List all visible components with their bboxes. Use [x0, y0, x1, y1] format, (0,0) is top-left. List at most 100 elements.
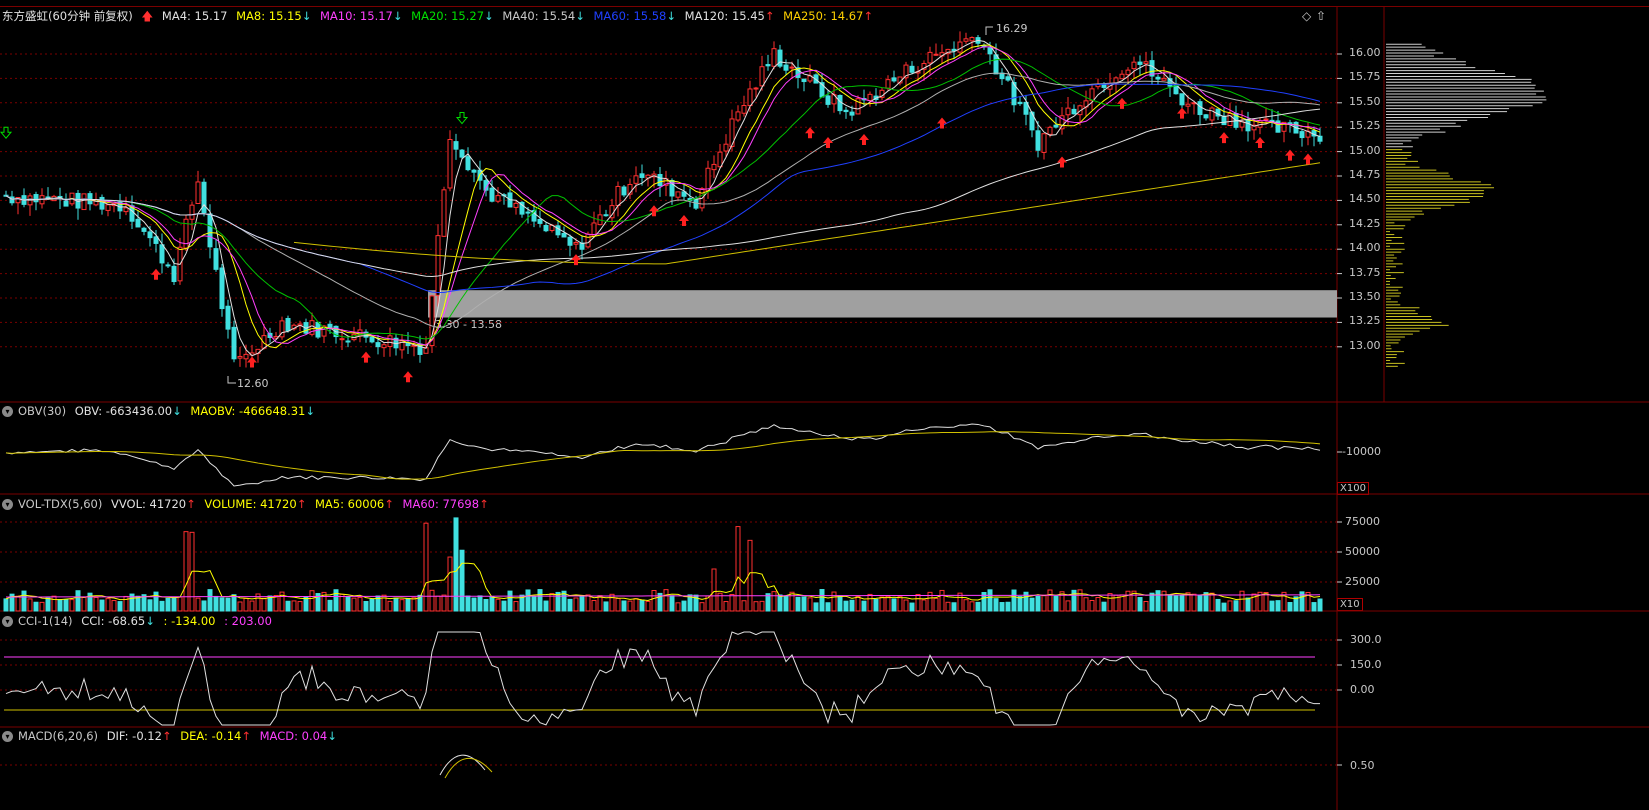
volume-bar: [1269, 600, 1275, 612]
candle-body: [753, 87, 759, 90]
volume-bar: [915, 593, 921, 612]
candle-body: [87, 193, 93, 205]
price-pane[interactable]: 东方盛虹(60分钟 前复权) 🡅 MA4: 15.17 MA8: 15.15↓ …: [0, 7, 1405, 402]
buy-arrow-icon: [937, 117, 947, 129]
candle-body: [1125, 69, 1131, 76]
volume-bar: [1251, 593, 1257, 612]
candle-body: [1245, 119, 1251, 132]
volume-bar: [1005, 601, 1011, 612]
candle-body: [957, 41, 963, 53]
candle-body: [723, 143, 729, 152]
candle-body: [909, 65, 915, 73]
candle-body: [321, 325, 327, 337]
collapse-toggle-icon[interactable]: ▾: [2, 406, 13, 417]
candle-body: [525, 211, 531, 214]
up-arrow-icon: ↑: [296, 497, 307, 511]
candle-body: [213, 248, 219, 270]
volume-bar: [897, 596, 903, 612]
candle-body: [777, 49, 783, 67]
cci-name: CCI-1(14): [18, 614, 73, 628]
period-label: (60分钟 前复权): [48, 9, 133, 23]
volume-bar: [57, 599, 63, 612]
candle-body: [543, 224, 549, 232]
candle-body: [993, 54, 999, 75]
volume-bar: [285, 600, 291, 612]
candle-body: [1287, 122, 1293, 125]
cci-axis-tick: 300.0: [1350, 633, 1382, 646]
candle-body: [207, 213, 213, 248]
collapse-toggle-icon[interactable]: ▾: [2, 731, 13, 742]
dif-line: [439, 754, 486, 776]
volume-bar: [387, 600, 393, 612]
candle-body: [519, 201, 525, 215]
volume-bar: [1017, 596, 1023, 612]
price-legend: 东方盛虹(60分钟 前复权) 🡅 MA4: 15.17 MA8: 15.15↓ …: [2, 8, 883, 24]
volume-bar: [537, 589, 543, 612]
obv-name: OBV(30): [18, 404, 67, 418]
candle-body: [741, 105, 747, 114]
candle-body: [1089, 88, 1095, 102]
collapse-toggle-icon[interactable]: ▾: [2, 499, 13, 510]
volume-bar: [819, 589, 825, 612]
candle-body: [1005, 76, 1011, 81]
ma-legend-item: MA60: 15.58: [593, 9, 667, 23]
volume-bar: [405, 597, 411, 612]
diamond-icon[interactable]: ◇: [1302, 9, 1312, 23]
candle-body: [141, 227, 147, 232]
volume-bar: [843, 600, 849, 612]
up-arrow-icon: ↑: [863, 9, 874, 23]
volume-bar: [141, 594, 147, 612]
volume-bar: [567, 598, 573, 612]
volume-bar: [1257, 591, 1263, 612]
candle-body: [747, 88, 753, 107]
volume-bar: [651, 590, 657, 612]
volume-bar: [549, 593, 555, 612]
candle-body: [441, 189, 447, 237]
candle-body: [1209, 107, 1215, 121]
volume-bar: [999, 602, 1005, 612]
volume-bar: [807, 597, 813, 612]
volume-bar: [1047, 589, 1053, 612]
volume-bar: [1299, 591, 1305, 612]
candle-body: [435, 235, 441, 296]
candle-body: [927, 51, 933, 64]
volume-bar: [777, 594, 783, 612]
volume-bar: [207, 589, 213, 612]
candle-body: [1281, 121, 1287, 132]
cci-axis-tick: 150.0: [1350, 658, 1382, 671]
collapse-toggle-icon[interactable]: ▾: [2, 616, 13, 627]
volume-bar: [237, 601, 243, 612]
volume-bar: [789, 591, 795, 612]
volume-bar: [273, 595, 279, 612]
volume-bar: [627, 600, 633, 612]
volume-bar: [891, 598, 897, 612]
candle-body: [513, 202, 519, 208]
ma-legend-item: MA4: 15.17: [161, 9, 228, 23]
macd-name: MACD(6,20,6): [18, 729, 99, 743]
candle-body: [165, 264, 171, 267]
volume-bar: [729, 593, 735, 612]
volume-bar: [459, 549, 465, 612]
candle-body: [675, 191, 681, 198]
price-axis-tick: 14.75: [1349, 168, 1381, 181]
candle-body: [147, 231, 153, 239]
candle-body: [1137, 61, 1143, 65]
volume-bar: [1137, 597, 1143, 612]
up-arrow-icon: ↑: [241, 729, 251, 743]
up-arrow-icon: ↑: [384, 497, 394, 511]
candle-body: [1317, 135, 1323, 142]
volume-bar: [981, 592, 987, 612]
volume-bar: [369, 598, 375, 612]
candle-body: [627, 183, 633, 195]
candle-body: [825, 95, 831, 105]
volume-bar: [171, 596, 177, 612]
candle-body: [381, 344, 387, 349]
up-arrow-icon[interactable]: ⇧: [1316, 9, 1327, 23]
volume-bar: [279, 591, 285, 612]
candle-body: [9, 196, 15, 204]
volume-bar: [111, 600, 117, 612]
candle-body: [459, 149, 465, 158]
candle-body: [789, 66, 795, 69]
volume-bar: [135, 595, 141, 612]
